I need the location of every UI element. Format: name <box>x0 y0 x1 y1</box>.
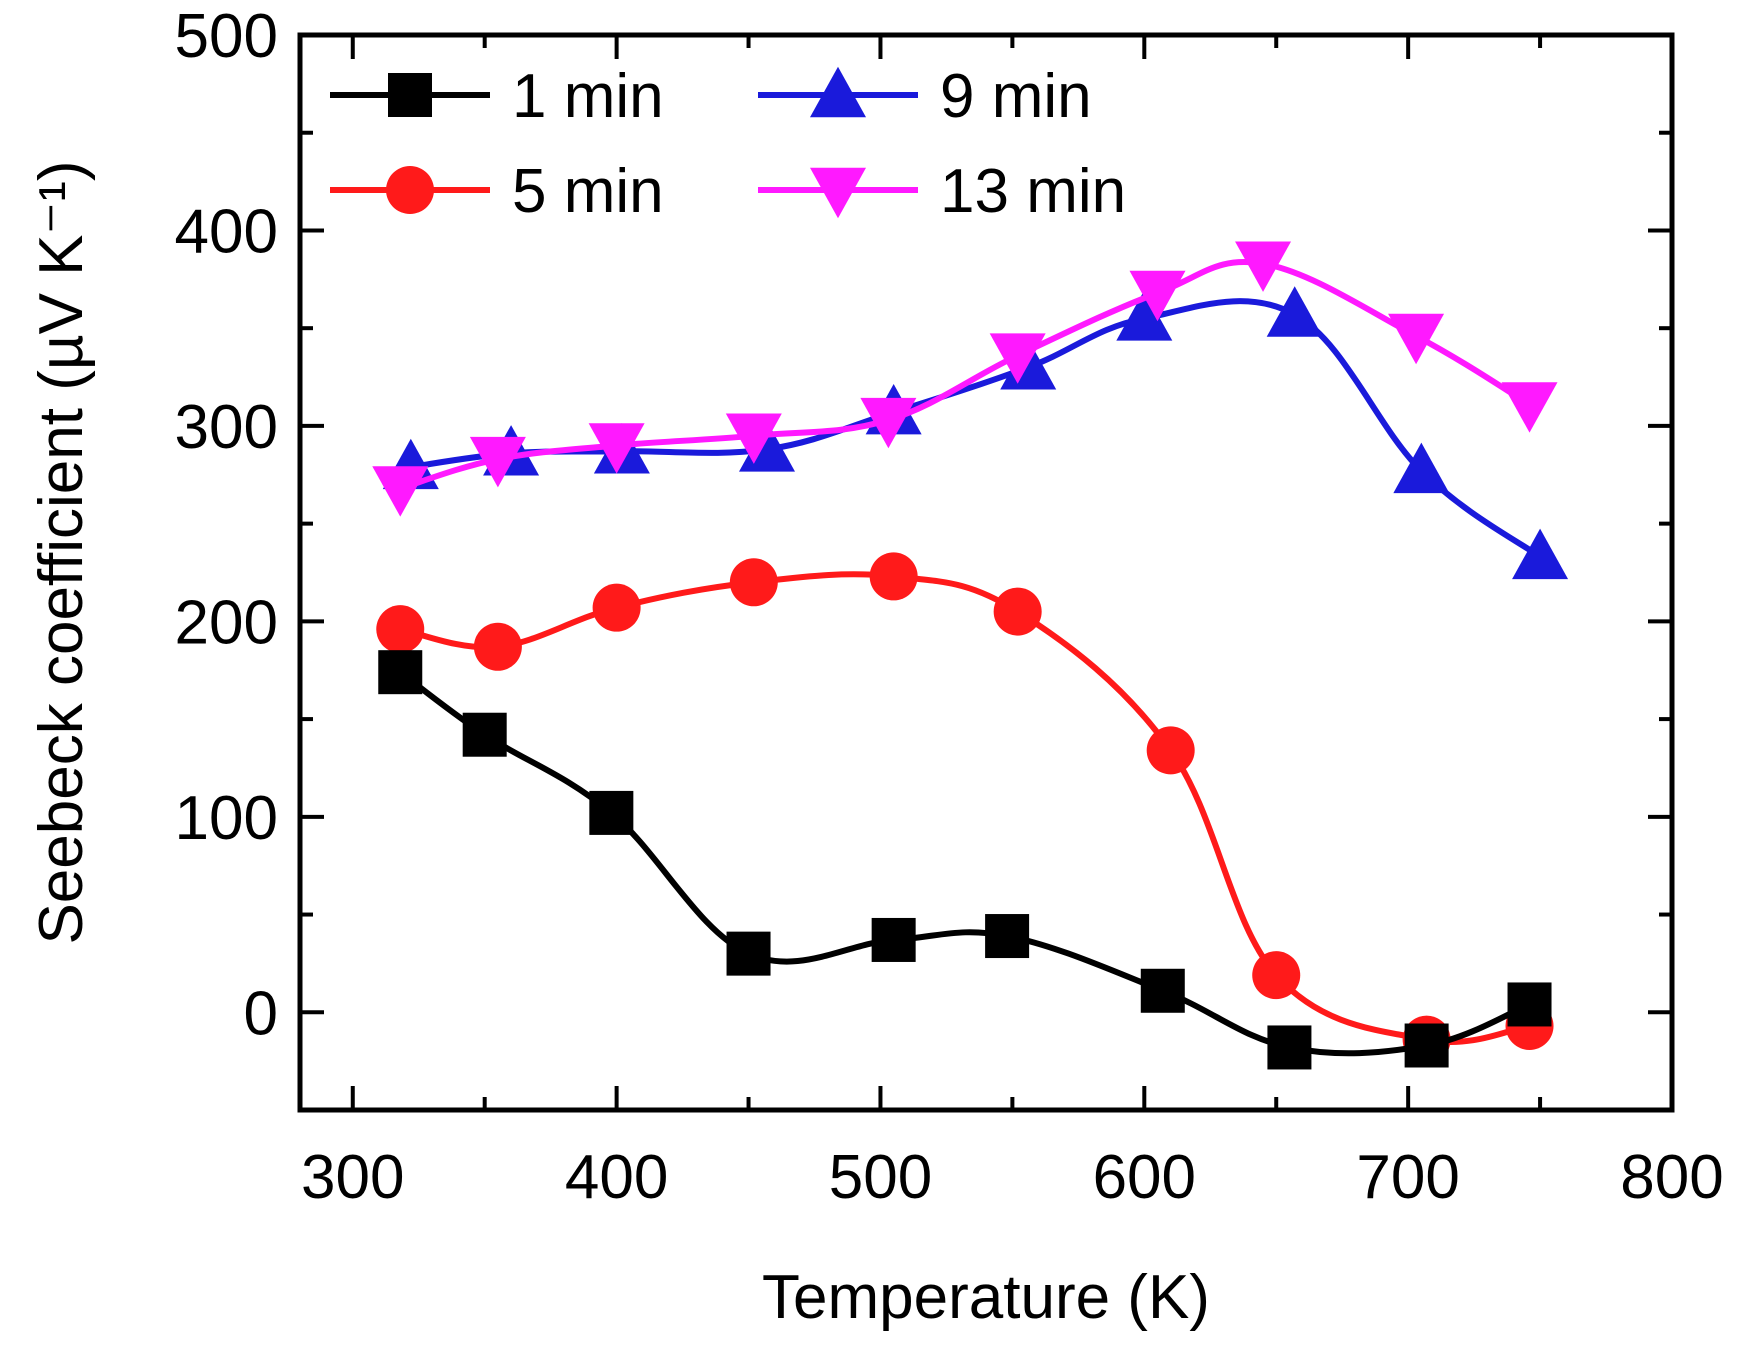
legend-label-9-min: 9 min <box>940 62 1092 131</box>
y-tick-label: 400 <box>175 197 278 266</box>
y-axis-title: Seebeck coefficient (µV K⁻¹) <box>27 160 96 944</box>
data-point-9-min <box>1266 286 1323 337</box>
legend-label-13-min: 13 min <box>940 157 1126 226</box>
legend-marker-9-min <box>810 66 866 118</box>
y-tick-label: 500 <box>175 2 278 71</box>
series-layer <box>372 241 1569 1070</box>
x-tick-label: 800 <box>1620 1143 1723 1212</box>
legend-marker-1-min <box>388 73 432 117</box>
data-point-5-min <box>473 622 522 671</box>
series-13-min <box>372 241 1558 517</box>
x-tick-label: 700 <box>1356 1143 1459 1212</box>
data-point-1-min <box>378 650 423 695</box>
series-line-13-min <box>399 259 1532 492</box>
x-tick-label: 600 <box>1093 1143 1196 1212</box>
y-tick-label: 0 <box>244 979 278 1048</box>
x-tick-label: 400 <box>565 1143 668 1212</box>
legend-item-13-min: 13 min <box>758 157 1126 226</box>
data-point-1-min <box>1140 968 1185 1013</box>
x-tick-label: 300 <box>301 1143 404 1212</box>
y-tick-label: 100 <box>175 784 278 853</box>
legend-item-9-min: 9 min <box>758 62 1092 131</box>
data-point-1-min <box>871 917 916 962</box>
data-point-13-min <box>860 397 917 449</box>
legend-marker-13-min <box>810 167 866 219</box>
data-point-9-min <box>1116 290 1173 341</box>
data-point-1-min <box>985 914 1030 959</box>
data-point-1-min <box>726 931 771 976</box>
data-point-13-min <box>469 436 526 488</box>
data-point-1-min <box>589 790 634 835</box>
data-point-13-min <box>1388 313 1445 365</box>
y-tick-label: 200 <box>175 588 278 657</box>
data-point-5-min <box>869 552 918 601</box>
data-point-13-min <box>1129 270 1186 322</box>
legend: 1 min 5 min 9 min 13 min <box>330 62 1126 226</box>
y-tick-label: 300 <box>175 393 278 462</box>
data-point-1-min <box>1267 1025 1312 1070</box>
data-point-5-min <box>1146 726 1195 775</box>
legend-label-5-min: 5 min <box>512 157 664 226</box>
x-axis-title: Temperature (K) <box>762 1263 1210 1332</box>
data-point-1-min <box>462 712 507 757</box>
legend-label-1-min: 1 min <box>512 62 664 131</box>
data-point-5-min <box>993 587 1042 636</box>
data-point-1-min <box>1404 1023 1449 1068</box>
legend-marker-5-min <box>386 166 434 214</box>
data-point-13-min <box>1235 241 1292 292</box>
plot-frame <box>297 32 1675 1113</box>
legend-item-1-min: 1 min <box>330 62 664 131</box>
x-tick-label: 500 <box>829 1143 932 1212</box>
data-point-5-min <box>729 558 778 607</box>
data-point-13-min <box>372 466 429 517</box>
data-point-5-min <box>1252 951 1301 1000</box>
series-1-min <box>378 650 1552 1070</box>
series-line-5-min <box>399 571 1531 1045</box>
data-point-9-min <box>1393 442 1450 494</box>
data-point-5-min <box>376 605 425 654</box>
data-point-13-min <box>588 423 645 474</box>
data-point-5-min <box>592 583 641 632</box>
legend-item-5-min: 5 min <box>330 157 664 226</box>
series-9-min <box>382 286 1569 580</box>
data-point-9-min <box>1512 528 1569 580</box>
axes-layer: 300 400 500 600 700 800 0 100 200 300 400 500 <box>175 2 1724 1212</box>
series-line-1-min <box>398 669 1531 1057</box>
data-point-13-min <box>725 413 782 464</box>
data-point-13-min <box>1501 382 1558 433</box>
series-line-9-min <box>410 298 1542 560</box>
series-5-min <box>376 552 1554 1064</box>
data-point-1-min <box>1507 982 1552 1027</box>
data-point-13-min <box>989 333 1046 384</box>
